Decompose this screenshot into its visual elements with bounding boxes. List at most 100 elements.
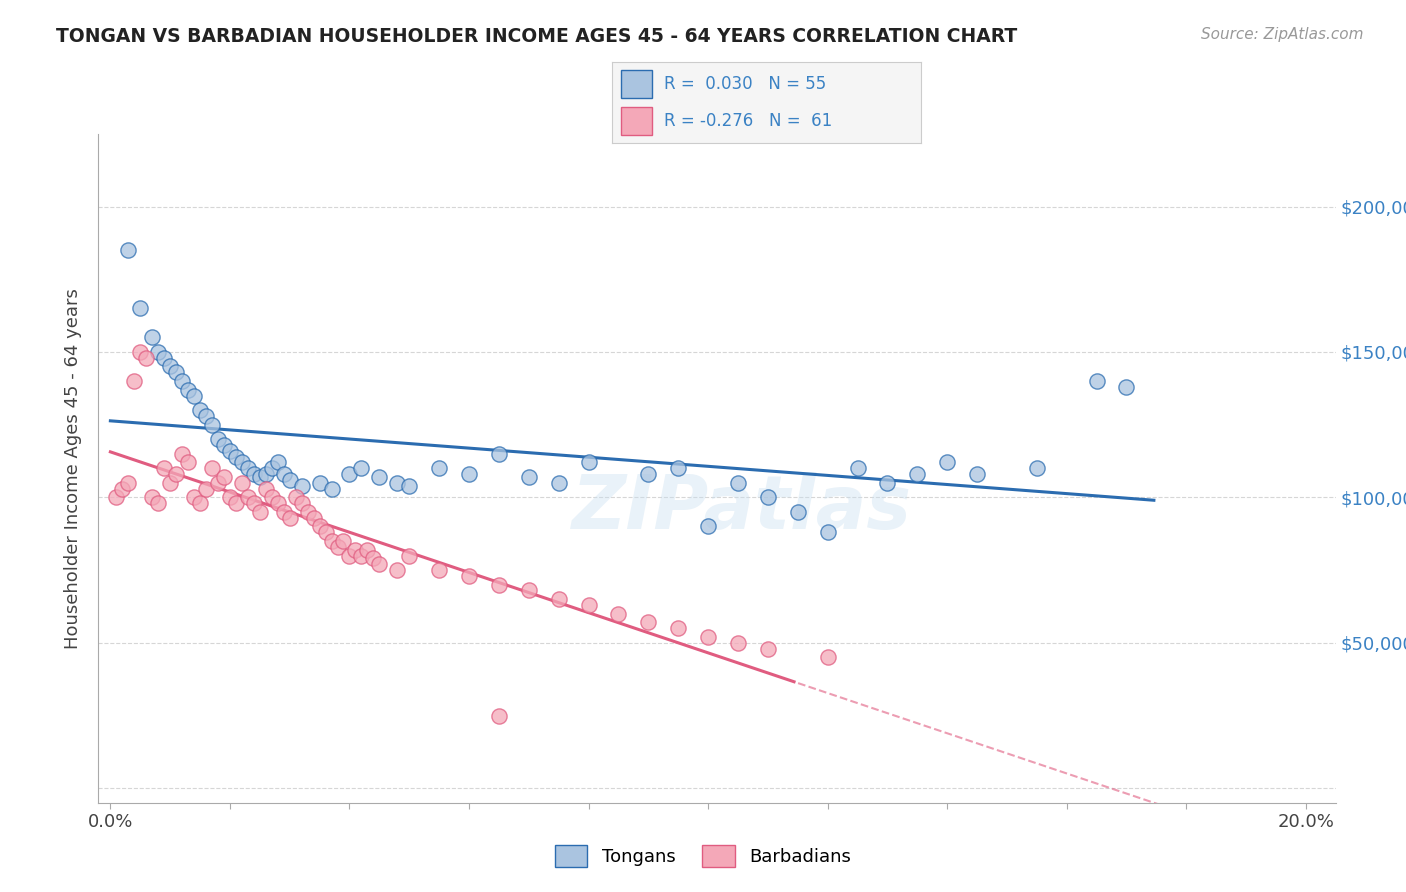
Point [284, 491, 307, 505]
Point [297, 505, 319, 519]
Point [177, 455, 200, 469]
Point [117, 243, 139, 257]
Point [786, 505, 808, 519]
Point [356, 542, 378, 557]
Point [243, 496, 266, 510]
Point [578, 598, 600, 612]
Point [350, 461, 373, 475]
Point [141, 491, 163, 505]
Point [225, 496, 247, 510]
Point [105, 491, 128, 505]
Point [637, 467, 659, 482]
Point [195, 409, 218, 423]
Point [183, 388, 205, 402]
Point [727, 636, 749, 650]
Point [201, 417, 224, 432]
Point [148, 496, 170, 510]
Point [291, 496, 314, 510]
Point [308, 475, 330, 490]
Point [236, 491, 259, 505]
Point [756, 491, 779, 505]
Point [936, 455, 959, 469]
Point [756, 641, 779, 656]
Point [363, 551, 385, 566]
Point [905, 467, 928, 482]
Point [344, 542, 367, 557]
Point [148, 345, 170, 359]
Point [697, 630, 720, 644]
Point [607, 607, 630, 621]
Text: TONGAN VS BARBADIAN HOUSEHOLDER INCOME AGES 45 - 64 YEARS CORRELATION CHART: TONGAN VS BARBADIAN HOUSEHOLDER INCOME A… [56, 27, 1018, 45]
Point [212, 438, 235, 452]
Point [398, 549, 420, 563]
Point [321, 482, 343, 496]
Point [129, 301, 152, 316]
Point [1025, 461, 1047, 475]
Point [153, 351, 176, 365]
Point [278, 510, 301, 524]
Point [188, 403, 211, 417]
Point [427, 461, 450, 475]
Point [249, 470, 271, 484]
Point [236, 461, 259, 475]
Point [135, 351, 157, 365]
Point [159, 475, 181, 490]
Point [207, 475, 229, 490]
Point [207, 432, 229, 446]
Point [188, 496, 211, 510]
Point [183, 491, 205, 505]
Point [165, 365, 187, 379]
Legend: Tongans, Barbadians: Tongans, Barbadians [547, 838, 859, 874]
Point [368, 470, 391, 484]
Point [273, 505, 295, 519]
Y-axis label: Householder Income Ages 45 - 64 years: Householder Income Ages 45 - 64 years [65, 288, 83, 648]
Point [231, 455, 253, 469]
Point [387, 563, 409, 577]
Point [177, 383, 200, 397]
Point [387, 475, 409, 490]
Point [195, 482, 218, 496]
Point [332, 534, 354, 549]
Point [219, 443, 242, 458]
Point [666, 621, 689, 635]
Point [124, 374, 146, 388]
Point [966, 467, 988, 482]
Point [697, 519, 720, 533]
Point [225, 450, 247, 464]
Point [111, 482, 134, 496]
Point [1085, 374, 1108, 388]
Point [339, 467, 361, 482]
Text: ZIPatlas: ZIPatlas [572, 472, 912, 545]
Point [231, 475, 253, 490]
Point [458, 467, 481, 482]
Point [846, 461, 869, 475]
Point [458, 569, 481, 583]
Point [201, 461, 224, 475]
Point [249, 505, 271, 519]
Point [339, 549, 361, 563]
Point [117, 475, 139, 490]
Point [817, 525, 839, 540]
Point [817, 650, 839, 665]
Point [315, 525, 337, 540]
Point [291, 479, 314, 493]
Point [876, 475, 898, 490]
Point [243, 467, 266, 482]
Text: R =  0.030   N = 55: R = 0.030 N = 55 [664, 75, 827, 93]
Point [159, 359, 181, 374]
Point [368, 558, 391, 572]
Point [260, 491, 283, 505]
Point [254, 482, 277, 496]
Bar [621, 70, 652, 98]
Point [547, 592, 569, 607]
Point [165, 467, 187, 482]
Point [637, 615, 659, 630]
Point [129, 345, 152, 359]
Point [172, 447, 194, 461]
Point [321, 534, 343, 549]
Point [727, 475, 749, 490]
Point [578, 455, 600, 469]
Point [267, 496, 290, 510]
Point [517, 470, 540, 484]
Point [141, 330, 163, 344]
